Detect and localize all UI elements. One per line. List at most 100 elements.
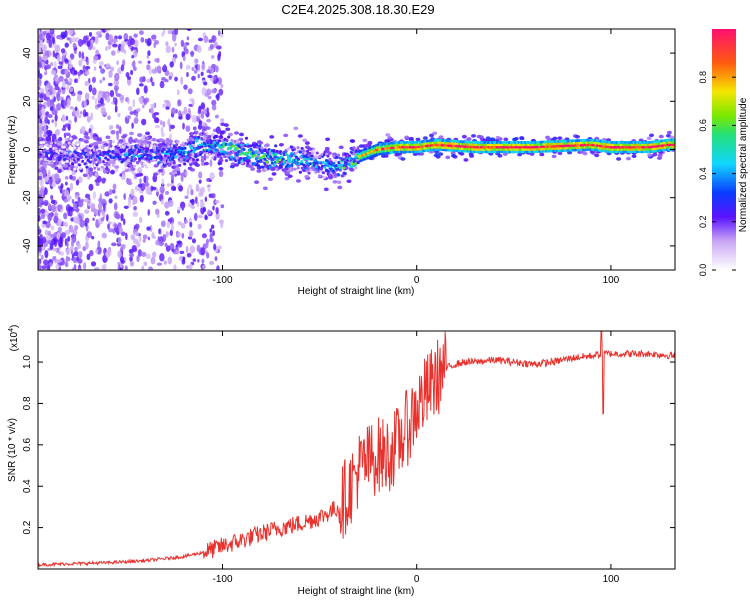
spectrogram-ridge-cell [85,144,89,148]
spectrogram-noise-cell [143,175,147,184]
spectrogram-ridge-cell [328,157,332,161]
spectrogram-ridge-cell [174,143,179,147]
spectrogram-noise-cell [49,85,53,93]
spectrogram-ridge-cell [660,139,664,143]
spectrogram-halo-cell [328,175,334,180]
spectrogram-halo-cell [517,152,523,157]
spectrogram-halo-cell [278,142,284,147]
spectrogram-noise-cell [127,106,133,112]
spectrogram-ridge-cell [337,163,341,167]
spectrogram-ridge-cell [334,164,339,168]
spectrogram-ridge-cell [570,139,575,143]
spectrogram-noise-cell [57,218,62,227]
spectrogram-ridge-cell [239,141,243,145]
spectrogram-noise-cell [114,72,120,82]
spectrogram-ridge-cell [448,141,452,145]
spectrogram-ridge-cell [109,144,113,148]
spectrogram-ridge-cell [487,143,491,147]
spectrogram-halo-cell [304,174,310,179]
spectrogram-ridge-cell [214,135,218,139]
spectrogram-noise-cell [210,193,216,199]
spectrogram-ridge-cell [82,144,86,148]
spectrogram-noise-cell [138,30,144,36]
spectrogram-noise-cell [57,65,63,70]
spectrogram-noise-cell [39,103,42,110]
snr-y-ticks: 0.2 0.4 0.6 0.8 1.0 [22,355,675,535]
spectrogram-ridge-cell [480,145,484,149]
spectrogram-ridge-cell [111,150,115,154]
spectrogram-halo-cell [490,137,496,141]
spectrogram-noise-cell [200,158,205,164]
snr-series-line [38,331,675,568]
spectrogram-noise-cell [64,42,69,48]
spectrogram-noise-cell [185,245,189,253]
spectrogram-ridge-cell [436,147,440,151]
spectrogram-ridge-cell [308,162,313,166]
spectrogram-halo-cell [625,156,631,161]
spectrogram-noise-cell [119,173,123,177]
spectrogram-ridge-cell [451,141,456,145]
spectrogram-halo-cell [631,154,637,159]
spectrogram-ridge-cell [535,140,540,144]
spectrogram-ridge-cell [39,141,43,145]
spectrogram-halo-cell [418,151,424,156]
spectrogram-noise-cell [99,193,103,202]
spectrogram-ridge-cell [130,150,135,154]
spectrogram-noise-cell [38,231,41,236]
spectrogram-noise-cell [142,239,146,243]
spectrogram-ridge-cell [621,140,625,144]
spectrogram-noise-cell [66,37,70,41]
spectrogram-noise-cell [44,84,48,92]
spectrogram-noise-cell [137,183,143,188]
spectrogram-ridge-cell [486,140,491,144]
spectrogram-ridge-cell [229,155,234,159]
spectrogram-ridge-cell [60,149,64,153]
spectrogram-ridge-cell [260,146,264,150]
spectrogram-halo-cell [459,152,465,156]
spectrogram-noise-cell [104,191,109,197]
spectrogram-noise-cell [167,256,173,265]
spectrogram-halo-cell [302,138,308,143]
spectrogram-ridge-cell [401,145,405,149]
spectrogram-ridge-cell [294,155,299,159]
snr-scale-exponent: 4 [8,328,15,332]
spectrogram-noise-cell [98,90,104,96]
spectrogram-noise-cell [116,132,119,141]
spectrogram-noise-cell [139,194,144,203]
spectrogram-noise-cell [216,265,220,270]
spectrogram-noise-cell [180,39,185,48]
spectrogram-ridge-cell [574,148,578,152]
spectrogram-noise-cell [186,71,189,78]
spectrogram-ridge-cell [121,149,125,153]
spectrogram-ridge-cell [191,141,196,145]
spectrogram-noise-cell [57,168,62,174]
spectrogram-ridge-cell [595,139,599,143]
spectrogram-ridge-cell [121,158,125,162]
spectrogram-halo-cell [179,172,185,177]
spectrogram-noise-cell [168,75,172,80]
spectrogram-ridge-cell [197,135,201,139]
spectrogram-halo-cell [228,132,234,137]
spectrogram-noise-cell [119,94,125,101]
spectrogram-noise-cell [194,58,199,64]
spectrogram-noise-cell [138,96,144,103]
spectrogram-halo-cell [646,136,652,141]
spectrogram-noise-cell [72,266,76,270]
spectrogram-noise-cell [58,61,63,65]
spectrogram-halo-cell [218,166,224,171]
spectrogram-noise-cell [41,224,46,228]
spectrogram-noise-cell [164,79,169,83]
spectrogram-ridge-cell [654,140,659,144]
spectrogram-ridge-cell [314,159,318,163]
spectrogram-noise-cell [139,76,144,83]
spectrogram-noise-cell [137,133,143,138]
spectrogram-noise-cell [83,262,87,270]
spectrogram-noise-cell [201,264,207,269]
spectrogram-noise-cell [147,236,151,241]
spectrogram-noise-cell [162,29,166,35]
spectrogram-halo-cell [85,136,91,140]
spectrogram-noise-cell [63,198,69,203]
spectrogram-noise-cell [65,115,69,121]
spectrogram-halo-cell [229,164,235,169]
spectrogram-noise-cell [184,195,189,199]
